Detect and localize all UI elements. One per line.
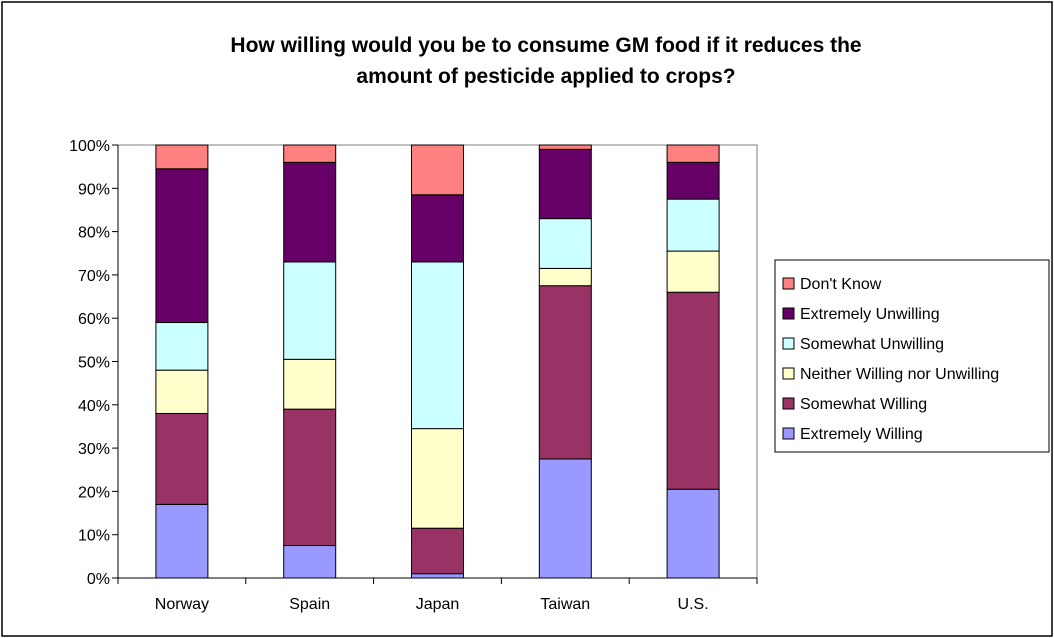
bar-segment-spain-extremely-unwilling — [283, 161, 337, 263]
bar-segment-japan-somewhat-unwilling — [411, 261, 464, 430]
y-tick-label: 90% — [78, 181, 110, 198]
legend-label: Somewhat Unwilling — [800, 336, 944, 353]
bar-segment-taiwan-somewhat-unwilling — [538, 218, 592, 269]
legend-swatch — [782, 397, 795, 410]
bar-segment-norway-neither-willing-nor-unwilling — [155, 369, 209, 414]
bar-segment-spain-don-t-know — [283, 144, 337, 163]
legend-label: Neither Willing nor Unwilling — [800, 366, 999, 383]
plot-area: 0% 10% 20% 30% 40% 50% 60% 70% 80% 90% 100% Norway S… — [69, 138, 758, 613]
bar-segment-norway-extremely-willing — [155, 503, 209, 579]
x-category-label: Taiwan — [540, 596, 590, 613]
bar-segment-norway-extremely-unwilling — [155, 168, 209, 324]
y-tick-label: 80% — [78, 225, 110, 242]
bar-segment-taiwan-extremely-unwilling — [538, 148, 592, 220]
bar-segment-spain-somewhat-unwilling — [283, 261, 337, 360]
bar-segment-taiwan-somewhat-willing — [538, 285, 592, 460]
legend-label: Extremely Willing — [800, 426, 923, 443]
bar-segment-taiwan-neither-willing-nor-unwilling — [538, 267, 592, 287]
bar-segment-u-s-extremely-unwilling — [666, 161, 720, 200]
bar-segment-japan-somewhat-willing — [411, 527, 464, 575]
bar-segment-spain-neither-willing-nor-unwilling — [283, 358, 337, 410]
bar-segment-u-s-neither-willing-nor-unwilling — [666, 250, 720, 293]
y-tick-label: 30% — [78, 441, 110, 458]
bar-segment-u-s-don-t-know — [666, 144, 720, 163]
bar-segment-u-s-somewhat-unwilling — [666, 198, 720, 252]
y-tick-label: 50% — [78, 355, 110, 372]
legend-swatch — [782, 427, 795, 440]
bar-segment-norway-somewhat-unwilling — [155, 322, 209, 371]
legend-box — [774, 259, 1050, 453]
bar-segment-norway-don-t-know — [155, 144, 209, 170]
bar-segment-japan-don-t-know — [411, 144, 464, 196]
y-tick-label: 40% — [78, 398, 110, 415]
bar-segment-u-s-extremely-willing — [666, 488, 720, 579]
x-category-label: Norway — [155, 596, 209, 613]
legend-label: Somewhat Willing — [800, 396, 927, 413]
bar-segment-japan-extremely-willing — [411, 573, 464, 579]
bar-segment-norway-somewhat-willing — [155, 412, 209, 505]
legend-swatch — [782, 277, 795, 290]
y-tick-label: 20% — [78, 484, 110, 501]
x-category-label: Spain — [289, 596, 330, 613]
legend-swatch — [782, 367, 795, 380]
bar-segment-japan-extremely-unwilling — [411, 194, 464, 263]
y-tick-label: 60% — [78, 311, 110, 328]
y-tick-label: 70% — [78, 268, 110, 285]
y-tick-label: 10% — [78, 528, 110, 545]
x-category-label: U.S. — [678, 596, 709, 613]
bar-segment-u-s-somewhat-willing — [666, 291, 720, 490]
legend-label: Extremely Unwilling — [800, 306, 940, 323]
legend-swatch — [782, 307, 795, 320]
legend: Don't Know Extremely Unwilling Somewhat Un… — [774, 259, 1050, 453]
chart-title-line-1: How willing would you be to consume GM f… — [230, 34, 861, 57]
bar-segment-taiwan-don-t-know — [538, 144, 592, 150]
x-category-label: Japan — [416, 596, 460, 613]
y-tick-label: 0% — [87, 571, 110, 588]
y-tick-label: 100% — [69, 138, 110, 155]
chart-title-line-2: amount of pesticide applied to crops? — [356, 65, 735, 88]
bar-segment-taiwan-extremely-willing — [538, 458, 592, 579]
legend-label: Don't Know — [800, 276, 882, 293]
bar-segment-spain-somewhat-willing — [283, 408, 337, 547]
bar-segment-spain-extremely-willing — [283, 545, 337, 579]
legend-swatch — [782, 337, 795, 350]
bar-segment-japan-neither-willing-nor-unwilling — [411, 428, 464, 529]
